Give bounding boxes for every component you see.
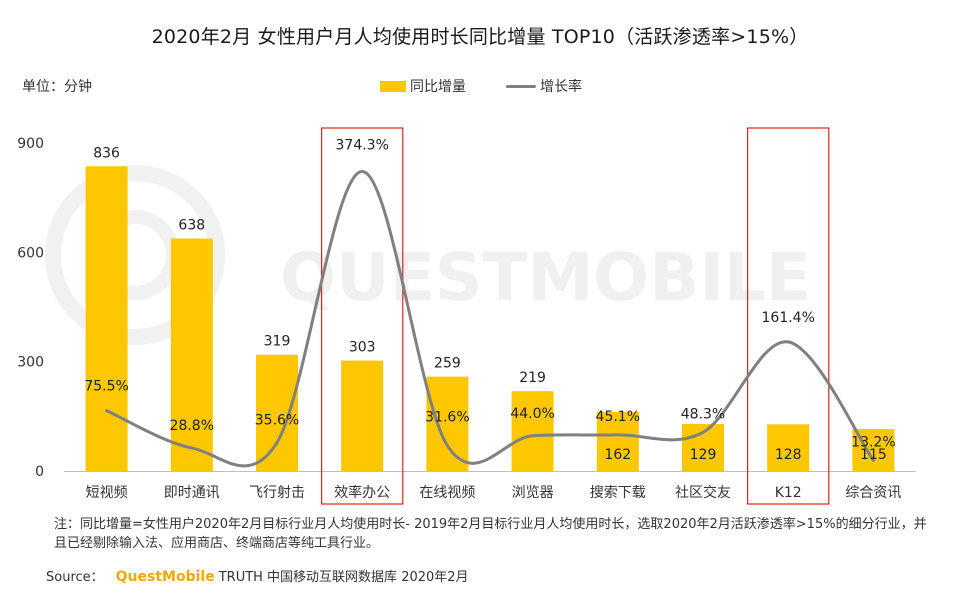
bar-value-label: 115: [860, 447, 887, 463]
growth-rate-label: 44.0%: [510, 406, 554, 422]
bar: [256, 354, 298, 471]
growth-rate-label: 161.4%: [762, 310, 815, 326]
growth-rate-label: 31.6%: [425, 410, 469, 426]
x-tick-label: 效率办公: [334, 484, 390, 501]
legend-line-label: 增长率: [540, 79, 582, 95]
growth-rate-label: 75.5%: [84, 379, 128, 395]
growth-rate-label: 48.3%: [681, 406, 725, 422]
x-tick-label: 在线视频: [419, 485, 475, 501]
x-tick-label: 浏览器: [512, 485, 554, 501]
x-tick-label: 社区交友: [675, 484, 731, 501]
bar-value-label: 638: [178, 217, 205, 233]
legend-item-line: 增长率: [506, 76, 582, 96]
bar-value-label: 129: [690, 447, 717, 463]
bar-value-label: 259: [434, 356, 461, 372]
bar-value-label: 303: [349, 340, 376, 356]
bar: [596, 411, 639, 471]
highlight-box: [321, 127, 404, 505]
growth-rate-label: 28.8%: [170, 418, 214, 434]
y-tick-label: 600: [17, 245, 44, 261]
unit-label: 单位：分钟: [22, 79, 92, 95]
legend: 同比增量 增长率: [380, 76, 622, 96]
y-tick-label: 300: [17, 355, 44, 371]
source-text: TRUTH 中国移动互联网数据库 2020年2月: [218, 570, 469, 585]
growth-rate-label: 35.6%: [255, 413, 299, 429]
chart-title: 2020年2月 女性用户月人均使用时长同比增量 TOP10（活跃渗透率>15%）: [151, 26, 809, 48]
highlight-box: [746, 127, 830, 505]
bar-value-label: 219: [519, 370, 546, 386]
bar: [85, 166, 128, 471]
watermark-logo-ring: [45, 165, 225, 345]
watermark: QUESTMOBILE: [45, 165, 811, 345]
y-tick-label: 0: [35, 464, 44, 480]
x-tick-label: 短视频: [86, 485, 128, 501]
growth-rate-label: 374.3%: [336, 138, 389, 154]
bar: [511, 391, 554, 471]
bar: [426, 376, 469, 471]
source-brand: QuestMobile: [115, 569, 215, 585]
bar-value-label: 319: [264, 334, 291, 350]
source-label: Source：: [46, 570, 104, 585]
growth-rate-label: 45.1%: [596, 409, 640, 425]
x-tick-label: 飞行射击: [249, 485, 305, 501]
legend-bar-swatch: [380, 80, 406, 92]
bar: [170, 238, 213, 471]
x-tick-label: 即时通讯: [164, 485, 220, 501]
footnote: 注：同比增量=女性用户2020年2月目标行业月人均使用时长- 2019年2月目标…: [54, 517, 927, 551]
growth-rate-label: 13.2%: [851, 434, 895, 450]
bar-value-label: 128: [775, 447, 802, 463]
legend-bar-label: 同比增量: [410, 79, 466, 95]
source-line: Source： QuestMobile TRUTH 中国移动互联网数据库 202…: [46, 566, 469, 585]
legend-item-bar: 同比增量: [380, 76, 466, 96]
watermark-text: QUESTMOBILE: [280, 239, 811, 316]
legend-line-swatch: [506, 84, 536, 88]
x-tick-label: 综合资讯: [845, 485, 901, 501]
bar: [341, 360, 384, 471]
bar-value-label: 836: [93, 145, 120, 161]
bar: [767, 424, 810, 471]
bar-value-label: 162: [604, 447, 631, 463]
x-tick-label: 搜索下载: [590, 484, 646, 501]
growth-rate-line: [105, 170, 875, 468]
x-tick-label: K12: [775, 485, 802, 501]
y-tick-label: 900: [17, 136, 44, 152]
